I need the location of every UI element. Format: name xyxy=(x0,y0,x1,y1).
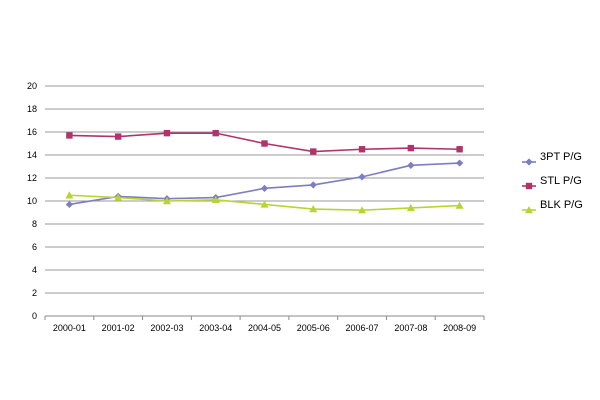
y-tick-label: 16 xyxy=(27,127,37,137)
data-point-blk-p-g xyxy=(358,206,367,214)
data-point-blk-p-g xyxy=(309,205,318,213)
y-tick-label: 8 xyxy=(32,219,37,229)
x-tick-label: 2005-06 xyxy=(297,323,330,333)
y-tick-label: 14 xyxy=(27,150,37,160)
data-point-blk-p-g xyxy=(455,201,464,209)
data-point-3pt-p-g xyxy=(65,200,73,209)
data-point-3pt-p-g xyxy=(358,173,366,181)
x-tick-label: 2000-01 xyxy=(53,323,86,333)
data-point-stl-p-g xyxy=(407,144,415,152)
series-blk-p-g xyxy=(65,191,464,214)
data-point-stl-p-g xyxy=(66,132,73,139)
series-lines xyxy=(65,129,464,214)
y-axis-ticks: 0 2 4 6 8 10 12 14 16 18 20 xyxy=(27,81,37,321)
data-point-3pt-p-g xyxy=(260,184,269,192)
data-point-blk-p-g xyxy=(406,203,415,212)
y-tick-label: 18 xyxy=(27,104,37,114)
x-tick-label: 2002-03 xyxy=(150,323,183,333)
x-tick-label: 2007-08 xyxy=(394,323,427,333)
legend-label: BLK P/G xyxy=(540,199,583,211)
data-point-stl-p-g xyxy=(310,148,317,155)
legend-item-stl-p-g: STL P/G xyxy=(522,175,582,190)
data-point-blk-p-g xyxy=(162,197,171,205)
y-tick-label: 20 xyxy=(27,81,37,91)
series-3pt-p-g xyxy=(65,159,464,209)
x-tick-label: 2006-07 xyxy=(346,323,379,333)
series-stl-p-g xyxy=(66,129,463,155)
data-point-stl-p-g xyxy=(358,146,366,153)
x-tick-label: 2004-05 xyxy=(248,323,281,333)
x-tick-label: 2001-02 xyxy=(102,323,135,333)
data-point-3pt-p-g xyxy=(407,161,415,169)
x-tick-label: 2003-04 xyxy=(199,323,232,333)
data-point-stl-p-g xyxy=(163,129,171,137)
data-point-stl-p-g xyxy=(114,133,122,140)
data-point-blk-p-g xyxy=(260,200,269,208)
data-point-stl-p-g xyxy=(456,146,463,153)
y-tick-label: 4 xyxy=(32,265,37,275)
legend-marker xyxy=(525,182,533,190)
y-tick-label: 10 xyxy=(27,196,37,206)
legend: 3PT P/G STL P/G BLK P/G xyxy=(522,151,583,214)
data-point-blk-p-g xyxy=(114,193,123,201)
data-point-blk-p-g xyxy=(211,195,220,204)
data-point-stl-p-g xyxy=(261,140,268,147)
legend-marker xyxy=(525,158,533,166)
y-tick-label: 12 xyxy=(27,173,37,183)
y-tick-label: 6 xyxy=(32,242,37,252)
x-tick-label: 2008-09 xyxy=(443,323,476,333)
y-tick-label: 0 xyxy=(32,311,37,321)
x-axis: 2000-01 2001-02 2002-03 2003-04 2004-05 2005-… xyxy=(44,316,485,333)
data-point-3pt-p-g xyxy=(309,181,317,189)
y-tick-label: 2 xyxy=(32,288,37,298)
legend-label: STL P/G xyxy=(540,175,582,187)
data-point-stl-p-g xyxy=(212,129,219,137)
data-point-3pt-p-g xyxy=(456,159,464,167)
legend-item-blk-p-g: BLK P/G xyxy=(522,199,583,214)
data-point-blk-p-g xyxy=(65,191,74,199)
legend-marker xyxy=(525,206,533,214)
legend-label: 3PT P/G xyxy=(540,151,582,163)
legend-item-3pt-p-g: 3PT P/G xyxy=(522,151,582,166)
